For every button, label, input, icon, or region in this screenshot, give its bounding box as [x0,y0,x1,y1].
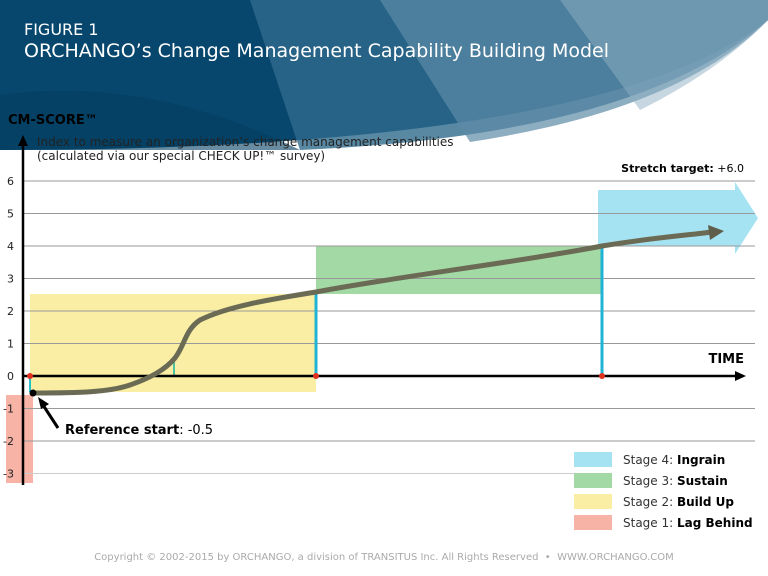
stage4-arrow-region [598,182,758,254]
milestone-dot [599,373,605,379]
y-tick-label: 0 [7,370,14,383]
legend-prefix: Stage 3: [623,474,677,488]
y-tick-label: -3 [3,468,14,481]
y-tick-label: 5 [7,208,14,221]
y-tick-label: 4 [7,240,14,253]
legend-item: Stage 2: Build Up [623,495,734,509]
gridlines [23,180,755,474]
y-axis-title: CM-SCORE™ [8,113,98,128]
legend-stage-name: Ingrain [677,453,725,467]
reference-start-name: Reference start [65,423,179,438]
curve-arrowhead-icon [708,225,724,240]
legend-item: Stage 4: Ingrain [623,453,725,467]
legend-prefix: Stage 4: [623,453,677,467]
legend-item: Stage 1: Lag Behind [623,516,753,530]
reference-arrow-icon [38,397,49,409]
y-axis-description: Index to measure an organization’s chang… [37,135,454,149]
figure-label: FIGURE 1 [24,20,99,39]
y-tick-label: 1 [7,338,14,351]
x-axis-arrow-icon [735,371,746,381]
y-tick-label: 6 [7,175,14,188]
y-tick-label: -2 [3,435,14,448]
y-axis-arrow-icon [18,135,28,146]
stretch-target-name: Stretch target: [621,162,714,175]
y-tick-labels: 6 5 4 3 2 1 0 -1 -2 -3 [3,175,14,481]
stretch-target-value: +6.0 [714,162,744,175]
capability-curve [32,229,715,396]
reference-start-value: : -0.5 [179,423,213,438]
legend-swatch [574,473,612,488]
legend-swatch [574,452,612,467]
reference-start-dot [29,389,37,397]
stretch-target-label: Stretch target: +6.0 [621,162,744,175]
legend-stage-name: Sustain [677,474,728,488]
legend-stage-name: Lag Behind [677,516,753,530]
legend-swatch [574,515,612,530]
x-axis-title: TIME [708,352,744,367]
y-axis-description-2: (calculated via our special CHECK UP!™ s… [37,149,325,163]
milestone-dot [313,373,319,379]
y-tick-label: 2 [7,305,14,318]
header-banner: FIGURE 1 ORCHANGO’s Change Management Ca… [0,0,768,150]
figure-title: ORCHANGO’s Change Management Capability … [24,40,609,62]
legend-prefix: Stage 2: [623,495,677,509]
y-tick-label: 3 [7,273,14,286]
reference-pointer [41,404,60,429]
legend-swatch [574,494,612,509]
stage1-region [6,395,33,483]
legend-item: Stage 3: Sustain [623,474,728,488]
reference-start-label: Reference start: -0.5 [65,423,213,438]
legend-stage-name: Build Up [677,495,734,509]
copyright-footer: Copyright © 2002-2015 by ORCHANGO, a div… [94,552,674,563]
y-tick-label: -1 [3,403,14,416]
legend-prefix: Stage 1: [623,516,677,530]
milestone-dot [27,373,33,379]
